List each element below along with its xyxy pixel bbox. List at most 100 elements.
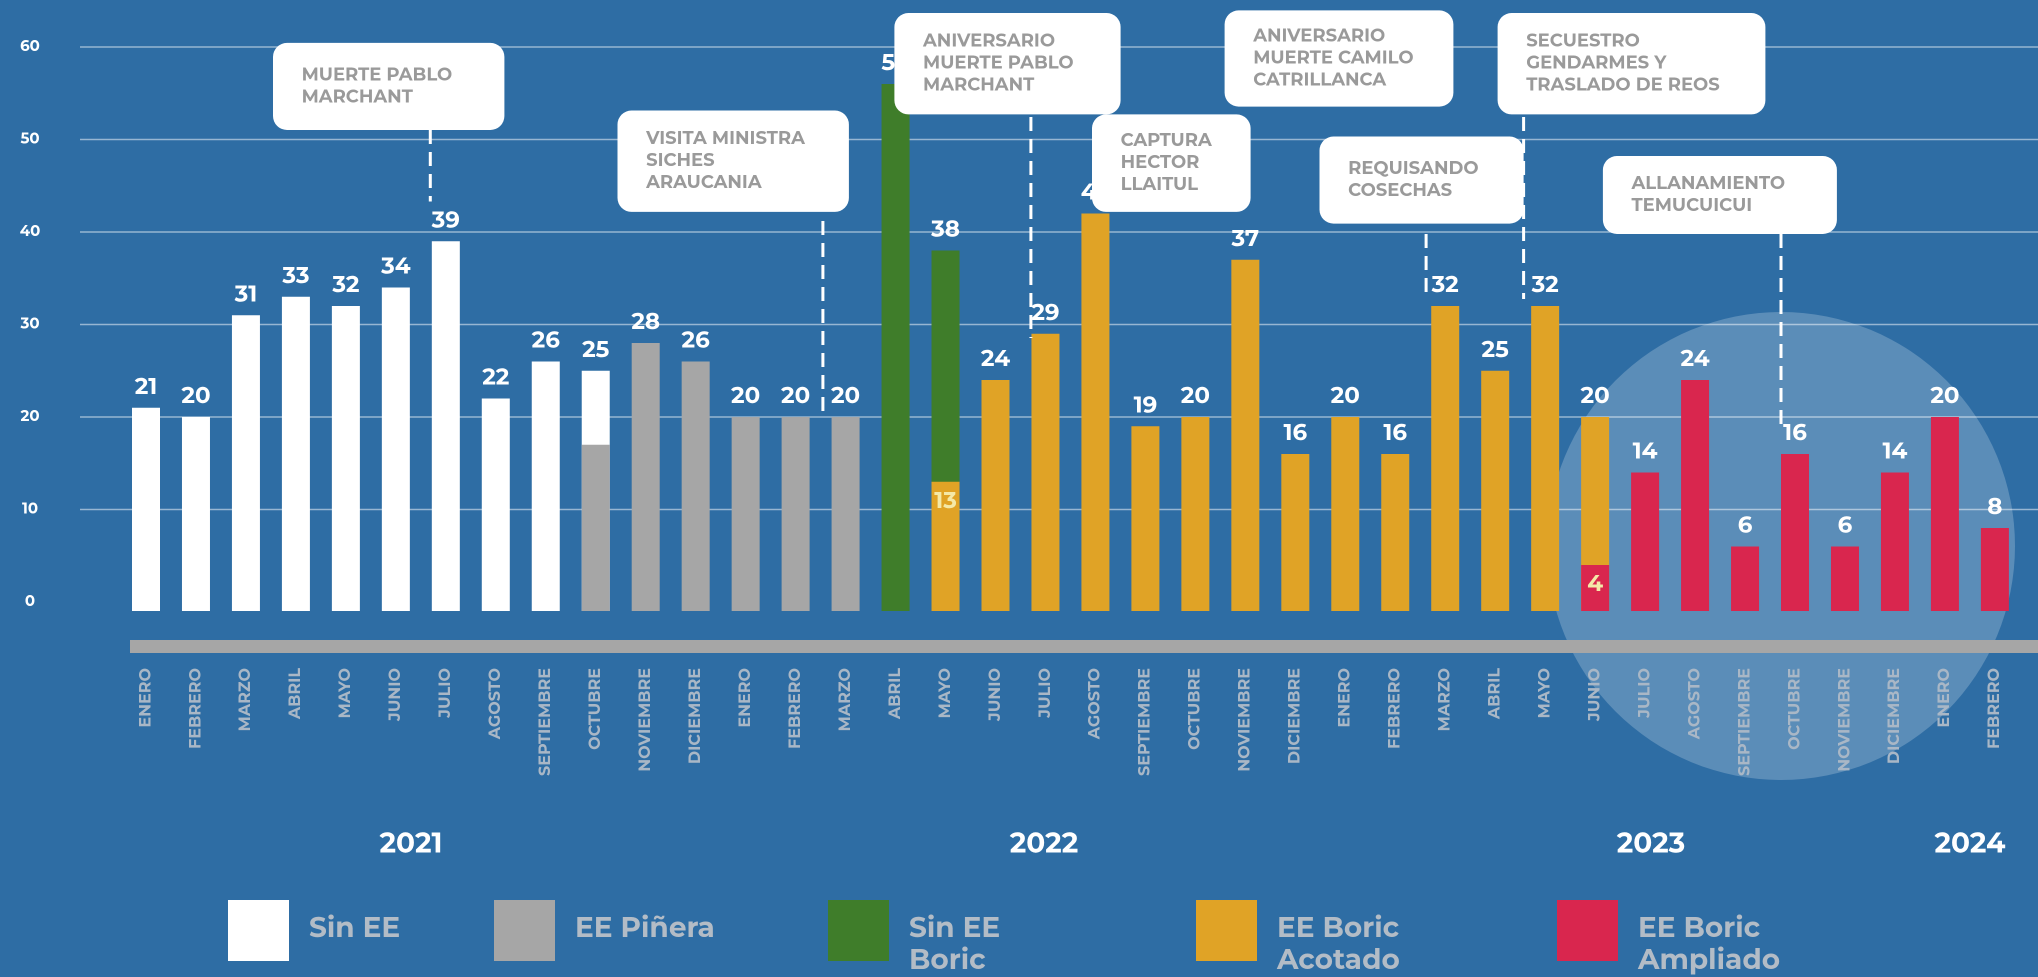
- legend-label: Sin EE: [309, 911, 401, 945]
- bar: [181, 417, 210, 611]
- bar: [731, 417, 760, 611]
- legend-item: EE Piñera: [494, 900, 725, 961]
- y-tick-label: 50: [20, 129, 39, 148]
- x-tick-label: ENERO: [136, 668, 155, 728]
- value-label: 4: [1587, 569, 1603, 597]
- x-tick-label: FEBRERO: [1386, 668, 1405, 749]
- bar: [631, 343, 660, 611]
- annotation-text: GENDARMES Y: [1526, 52, 1667, 74]
- bar: [231, 315, 260, 611]
- legend-swatch: [828, 900, 889, 961]
- bar: [1880, 472, 1909, 611]
- bar: [1031, 333, 1060, 611]
- legend-label: EE Boric Ampliado: [1638, 911, 1781, 977]
- value-label: 21: [135, 372, 158, 400]
- x-tick-label: SEPTIEMBRE: [1735, 668, 1754, 776]
- bar: [581, 444, 610, 611]
- bar: [1930, 417, 1959, 611]
- value-label: 16: [1383, 418, 1407, 446]
- value-label: 26: [532, 326, 561, 354]
- x-tick-label: JULIO: [1036, 668, 1055, 719]
- value-label: 26: [682, 326, 711, 354]
- bar: [1830, 546, 1859, 611]
- bar: [1281, 454, 1310, 611]
- x-tick-label: ABRIL: [286, 668, 305, 721]
- y-tick-label: 20: [20, 406, 39, 425]
- value-label: 19: [1134, 390, 1158, 418]
- bar: [331, 306, 360, 611]
- bar: [1131, 426, 1160, 611]
- annotation-text: ARAUCANIA: [645, 171, 762, 193]
- annotation-box: [617, 110, 849, 212]
- x-tick-label: OCTUBRE: [1785, 668, 1804, 750]
- annotation-box: [1497, 13, 1766, 115]
- value-label: 20: [1930, 381, 1959, 409]
- y-tick-label: 40: [20, 221, 41, 240]
- year-label: 2024: [1935, 827, 2007, 861]
- bar: [281, 296, 310, 611]
- bar: [1781, 454, 1810, 611]
- legend-item: Sin EE: [228, 900, 459, 961]
- annotation-text: CAPTURA: [1121, 129, 1212, 151]
- bar: [1181, 417, 1210, 611]
- value-label: 29: [1031, 298, 1059, 326]
- annotation-text: MARCHANT: [923, 74, 1035, 96]
- annotation-text: ANIVERSARIO: [922, 30, 1055, 52]
- x-tick-label: NOVIEMBRE: [636, 668, 655, 772]
- value-label: 6: [1738, 511, 1753, 539]
- bar: [1431, 306, 1460, 611]
- value-label: 33: [281, 261, 309, 289]
- x-tick-label: MARZO: [836, 668, 855, 731]
- x-tick-label: JUNIO: [386, 668, 405, 722]
- x-tick-label: SEPTIEMBRE: [1136, 668, 1155, 776]
- x-tick-label: ENERO: [1336, 668, 1355, 728]
- x-tick-label: MARZO: [236, 668, 255, 731]
- value-label: 8: [1987, 492, 2002, 520]
- value-label: 13: [934, 486, 957, 514]
- x-tick-label: ENERO: [736, 668, 755, 728]
- x-tick-label: ENERO: [1935, 668, 1954, 728]
- annotation-text: MUERTE CAMILO: [1253, 46, 1413, 68]
- legend-label: Sin EE Boric: [909, 911, 1001, 977]
- bar: [481, 398, 510, 611]
- value-label: 20: [1181, 381, 1210, 409]
- value-label: 24: [981, 344, 1010, 372]
- annotation-text: TRASLADO DE REOS: [1526, 74, 1720, 96]
- value-label: 39: [431, 205, 460, 233]
- annotation-box: [1319, 136, 1524, 224]
- value-label: 25: [582, 335, 610, 363]
- bar: [1581, 565, 1610, 611]
- annotation-text: SICHES: [646, 149, 715, 171]
- y-tick-label: 60: [20, 36, 40, 55]
- annotation-box: [1092, 114, 1251, 212]
- value-label: 37: [1230, 224, 1259, 252]
- y-tick-label: 10: [22, 499, 38, 518]
- bar: [831, 417, 860, 611]
- bar: [781, 417, 810, 611]
- value-label: 28: [631, 307, 660, 335]
- x-tick-label: JULIO: [436, 668, 455, 719]
- value-label: 20: [731, 381, 760, 409]
- x-tick-label: JULIO: [1635, 668, 1654, 719]
- annotation-text: VISITA MINISTRA: [645, 127, 805, 149]
- annotation-text: TEMUCUICUI: [1632, 194, 1753, 216]
- bar: [431, 241, 460, 611]
- y-tick-label: 0: [25, 591, 35, 610]
- annotation-text: ALLANAMIENTO: [1631, 172, 1786, 194]
- bar: [1531, 306, 1560, 611]
- bar: [1081, 213, 1110, 611]
- bar: [1681, 380, 1710, 611]
- annotation-text: REQUISANDO: [1348, 157, 1478, 179]
- legend-swatch: [1196, 900, 1257, 961]
- x-tick-label: AGOSTO: [1685, 668, 1704, 740]
- value-label: 34: [380, 252, 411, 280]
- value-label: 22: [482, 363, 509, 391]
- x-tick-label: ABRIL: [886, 668, 905, 721]
- value-label: 20: [781, 381, 810, 409]
- value-label: 20: [831, 381, 860, 409]
- x-tick-label: AGOSTO: [486, 668, 505, 740]
- bar: [132, 407, 160, 611]
